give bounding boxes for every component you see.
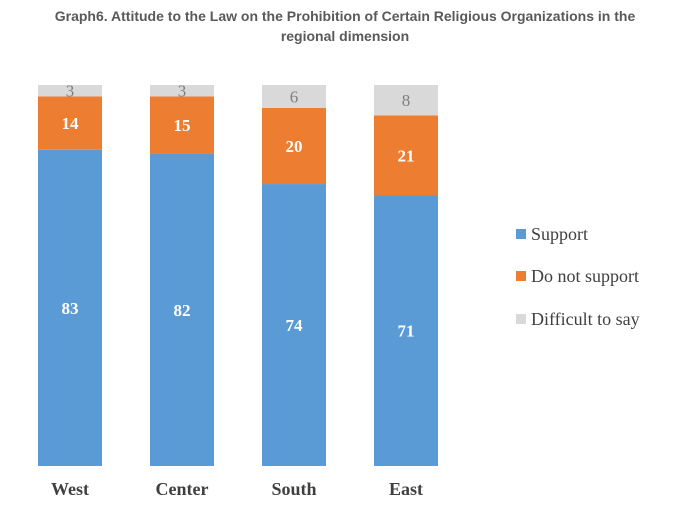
bar-segment-east-1: [374, 115, 438, 196]
data-label: 15: [174, 116, 191, 135]
chart-title-line-1: Graph6. Attitude to the Law on the Prohi…: [54, 8, 636, 24]
bar-segment-west-0: [38, 149, 102, 466]
bar-segment-south-1: [262, 107, 326, 185]
data-label: 83: [62, 299, 79, 318]
bar-segment-east-0: [374, 195, 438, 467]
x-tick-label: East: [389, 479, 423, 499]
data-label: 14: [62, 114, 80, 133]
x-tick-label: West: [51, 479, 89, 499]
data-label: 3: [178, 82, 187, 101]
bar-segment-west-1: [38, 96, 102, 150]
x-tick-label: South: [271, 479, 316, 499]
legend-swatch: [516, 271, 526, 281]
legend-entry: Support: [531, 224, 588, 244]
bar-segment-south-0: [262, 184, 326, 466]
data-label: 6: [290, 87, 299, 106]
bar-segment-center-2: [150, 85, 214, 97]
data-label: 21: [398, 146, 415, 165]
bar-segment-center-0: [150, 153, 214, 466]
legend-swatch: [516, 314, 526, 324]
data-label: 8: [402, 91, 411, 110]
bar-segment-center-1: [150, 96, 214, 154]
data-label: 82: [174, 301, 191, 320]
x-tick-label: Center: [156, 479, 209, 499]
data-label: 74: [286, 316, 304, 335]
bar-segment-east-2: [374, 85, 438, 116]
legend-swatch: [516, 229, 526, 239]
bar-segment-west-2: [38, 85, 102, 97]
data-label: 71: [398, 322, 415, 341]
legend-entry: Do not support: [531, 266, 639, 286]
chart-title: Graph6. Attitude to the Law on the Prohi…: [0, 6, 690, 46]
data-label: 20: [286, 137, 303, 156]
chart-title-line-2: regional dimension: [280, 28, 410, 44]
bar-segment-south-2: [262, 85, 326, 108]
legend-entry: Difficult to say: [531, 309, 640, 329]
data-label: 3: [66, 82, 75, 101]
